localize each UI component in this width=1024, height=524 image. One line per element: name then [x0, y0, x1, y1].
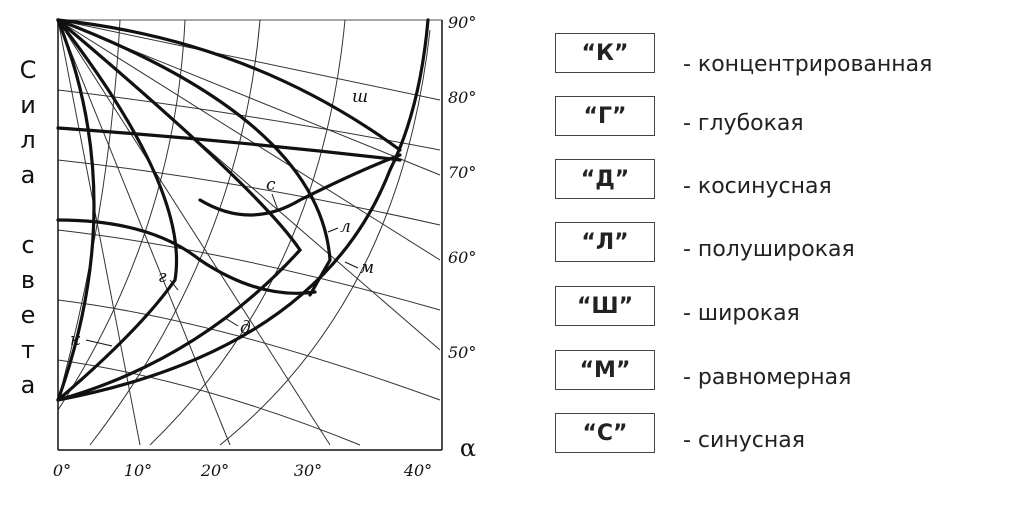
x-tick-0: 0°	[53, 461, 71, 480]
curve-m	[56, 18, 430, 402]
label-d: д	[240, 318, 251, 338]
legend-code-g: “Г”	[555, 96, 655, 136]
curve-d	[56, 18, 303, 402]
legend-desc-sh: - широкая	[683, 301, 800, 326]
curve-l	[56, 18, 332, 297]
diagram-frame	[57, 19, 443, 451]
label-g: г	[158, 267, 167, 287]
y-letter-0: С	[20, 56, 37, 84]
y-letter-7: е	[21, 301, 36, 329]
legend-code-sh: “Ш”	[555, 286, 655, 326]
legend-code-l: “Л”	[555, 222, 655, 262]
legend-desc-k: - концентрированная	[683, 52, 933, 77]
y-letter-1: и	[20, 91, 36, 119]
legend-code-m: “М”	[555, 350, 655, 390]
light-curves	[56, 18, 430, 402]
legend-desc-s: - синусная	[683, 428, 805, 453]
x-axis-ticks: 0° 10° 20° 30° 40°	[53, 461, 432, 480]
right-angle-ticks: 90° 80° 70° 60° 50°	[448, 13, 476, 362]
legend-code-d: “Д”	[555, 159, 655, 199]
y-letter-6: в	[21, 266, 35, 294]
y-letter-8: т	[21, 336, 35, 364]
y-axis-label: С и л а с в е т а	[20, 56, 37, 399]
right-tick-60: 60°	[448, 248, 476, 267]
legend-desc-g: - глубокая	[683, 111, 804, 136]
label-s: с	[266, 175, 276, 195]
y-letter-2: л	[20, 126, 35, 154]
curve-g	[56, 18, 179, 402]
label-m: м	[360, 258, 374, 278]
curve-k	[56, 18, 96, 402]
x-tick-3: 30°	[294, 461, 322, 480]
y-letter-3: а	[21, 161, 36, 189]
right-tick-80: 80°	[448, 88, 476, 107]
curve-s-lower	[56, 218, 317, 295]
x-axis-symbol: α	[460, 434, 476, 462]
y-letter-9: а	[21, 371, 36, 399]
curve-s	[56, 126, 402, 162]
x-tick-4: 40°	[403, 461, 432, 480]
curve-labels: ш с л м г д к	[70, 87, 374, 350]
right-tick-70: 70°	[448, 163, 476, 182]
light-distribution-diagram: ш с л м г д к С и л а с в е т а 0° 10° 2…	[20, 13, 477, 480]
legend-code-k: “К”	[555, 33, 655, 73]
x-tick-1: 10°	[124, 461, 152, 480]
curve-sh	[56, 18, 402, 152]
label-k: к	[70, 330, 81, 350]
legend-code-s: “С”	[555, 413, 655, 453]
legend-desc-l: - полуширокая	[683, 237, 855, 262]
right-tick-90: 90°	[448, 13, 476, 32]
x-tick-2: 20°	[200, 461, 229, 480]
label-sh: ш	[352, 87, 368, 107]
legend-desc-m: - равномерная	[683, 365, 852, 390]
label-l: л	[340, 217, 351, 237]
legend-desc-d: - косинусная	[683, 174, 832, 199]
curve-s-mid	[198, 153, 402, 217]
y-letter-5: с	[21, 231, 34, 259]
right-tick-50: 50°	[448, 343, 476, 362]
